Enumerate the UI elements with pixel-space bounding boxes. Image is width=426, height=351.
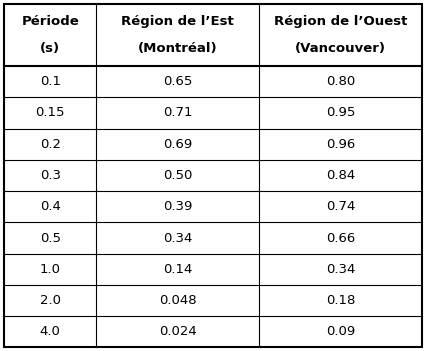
Text: 0.14: 0.14	[163, 263, 192, 276]
Text: 0.66: 0.66	[326, 232, 355, 245]
Text: 0.96: 0.96	[326, 138, 355, 151]
Text: 0.80: 0.80	[326, 75, 355, 88]
Text: 0.71: 0.71	[163, 106, 192, 119]
Text: Région de l’Est: Région de l’Est	[121, 14, 234, 27]
Text: 0.09: 0.09	[326, 325, 355, 338]
Text: 0.34: 0.34	[325, 263, 355, 276]
Text: 0.34: 0.34	[163, 232, 192, 245]
Text: 0.69: 0.69	[163, 138, 192, 151]
Text: 0.39: 0.39	[163, 200, 192, 213]
Text: 0.74: 0.74	[325, 200, 355, 213]
Text: 1.0: 1.0	[40, 263, 60, 276]
Text: 0.048: 0.048	[159, 294, 196, 307]
Text: Période: Période	[21, 14, 79, 27]
Text: 0.95: 0.95	[325, 106, 355, 119]
Text: 0.2: 0.2	[40, 138, 60, 151]
Text: Région de l’Ouest: Région de l’Ouest	[273, 14, 407, 27]
Text: (Montréal): (Montréal)	[138, 42, 217, 55]
Text: (Vancouver): (Vancouver)	[295, 42, 386, 55]
Text: 0.4: 0.4	[40, 200, 60, 213]
Text: 0.024: 0.024	[158, 325, 196, 338]
Text: 2.0: 2.0	[40, 294, 60, 307]
Text: (s): (s)	[40, 42, 60, 55]
Text: 0.18: 0.18	[325, 294, 355, 307]
Text: 0.50: 0.50	[163, 169, 192, 182]
Text: 0.65: 0.65	[163, 75, 192, 88]
Text: 0.1: 0.1	[40, 75, 60, 88]
Text: 0.84: 0.84	[326, 169, 355, 182]
Text: 4.0: 4.0	[40, 325, 60, 338]
Text: 0.5: 0.5	[40, 232, 60, 245]
Text: 0.3: 0.3	[40, 169, 60, 182]
Text: 0.15: 0.15	[35, 106, 65, 119]
